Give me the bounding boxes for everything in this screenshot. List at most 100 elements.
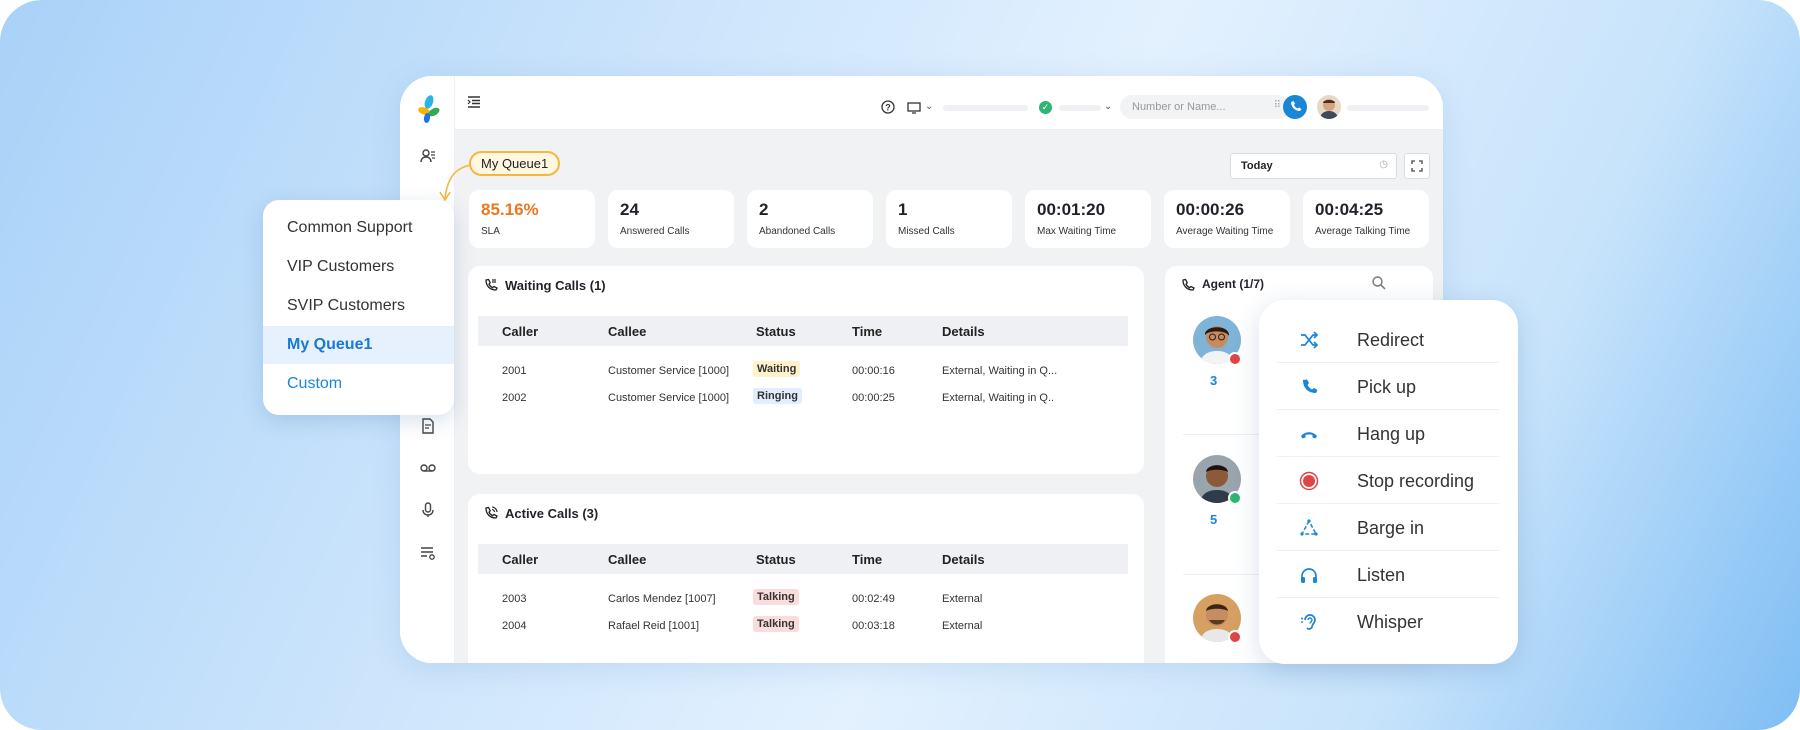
shuffle-icon: [1299, 330, 1319, 350]
stop-recording-action[interactable]: Stop recording: [1277, 457, 1499, 504]
agent-card[interactable]: [1186, 589, 1248, 649]
contacts-icon[interactable]: [419, 148, 437, 166]
dial-search-input[interactable]: Number or Name... ⠿: [1120, 95, 1290, 119]
record-icon: [1299, 471, 1319, 491]
ear-icon: [1299, 612, 1319, 632]
queue-option[interactable]: Common Support: [287, 219, 413, 236]
table-row[interactable]: 2002 Customer Service [1000] Ringing 00:…: [478, 388, 1128, 410]
agent-avatar: [1193, 316, 1241, 364]
table-row[interactable]: 2003 Carlos Mendez [1007] Talking 00:02:…: [478, 589, 1128, 611]
barge-in-icon: [1299, 518, 1319, 538]
queue-option[interactable]: VIP Customers: [287, 258, 395, 275]
call-button[interactable]: [1283, 95, 1307, 119]
barge-in-action[interactable]: Barge in: [1277, 504, 1499, 551]
active-calls-title: Active Calls (3): [505, 506, 599, 521]
waiting-phone-icon: [484, 278, 498, 295]
stat-value: 24: [620, 200, 639, 219]
stat-label: Abandoned Calls: [759, 226, 836, 237]
action-label: Stop recording: [1357, 471, 1475, 491]
active-phone-icon: [484, 506, 498, 525]
queue-option-selected[interactable]: My Queue1: [263, 326, 454, 364]
report-icon[interactable]: [419, 418, 437, 436]
status-badge: Talking: [753, 616, 799, 632]
stat-card-avg-talking: 00:04:25 Average Talking Time: [1303, 190, 1429, 248]
voicemail-icon[interactable]: [419, 460, 437, 478]
table-row[interactable]: 2004 Rafael Reid [1001] Talking 00:03:18…: [478, 616, 1128, 638]
settings-list-icon[interactable]: [419, 546, 437, 564]
dialpad-icon[interactable]: ⠿: [1273, 100, 1281, 111]
col-details: Details: [942, 552, 985, 567]
stat-card-max-waiting: 00:01:20 Max Waiting Time: [1025, 190, 1151, 248]
action-label: Listen: [1357, 565, 1406, 585]
agent-icon: [1181, 278, 1195, 297]
active-table-header: Caller Callee Status Time Details: [478, 544, 1128, 574]
stat-card-abandoned: 2 Abandoned Calls: [747, 190, 873, 248]
chevron-down-icon[interactable]: ⌄: [925, 101, 934, 112]
agent-card[interactable]: 5: [1186, 450, 1248, 530]
col-time: Time: [852, 324, 883, 339]
time-cell: 00:00:25: [852, 392, 895, 404]
waiting-calls-panel: Waiting Calls (1) Caller Callee Status T…: [468, 266, 1144, 474]
queue-option[interactable]: SVIP Customers: [287, 297, 405, 314]
caller-cell: 2004: [502, 620, 527, 632]
stat-value: 00:00:26: [1176, 200, 1245, 219]
hang-up-action[interactable]: Hang up: [1277, 410, 1499, 457]
redirect-action[interactable]: Redirect: [1277, 316, 1499, 363]
agent-count: 5: [1210, 512, 1218, 527]
stat-label: Max Waiting Time: [1037, 226, 1117, 237]
app-logo: [418, 95, 440, 123]
col-status: Status: [756, 324, 796, 339]
caller-cell: 2003: [502, 593, 527, 605]
stat-value: 85.16%: [481, 200, 539, 219]
action-label: Pick up: [1357, 377, 1417, 397]
agent-card[interactable]: 3: [1186, 311, 1248, 391]
date-filter-value: Today: [1241, 160, 1273, 172]
user-name-bar: [1347, 105, 1429, 111]
date-filter-select[interactable]: Today ◷: [1230, 153, 1397, 179]
action-label: Redirect: [1357, 330, 1425, 350]
waiting-calls-title: Waiting Calls (1): [505, 278, 606, 293]
table-row[interactable]: 2001 Customer Service [1000] Waiting 00:…: [478, 361, 1128, 383]
stat-label: Answered Calls: [620, 226, 690, 237]
listen-action[interactable]: Listen: [1277, 551, 1499, 598]
col-caller: Caller: [502, 552, 539, 567]
expand-icon: [1411, 160, 1423, 172]
stat-label: Average Talking Time: [1315, 226, 1411, 237]
search-placeholder: Number or Name...: [1132, 101, 1226, 113]
stat-label: SLA: [481, 226, 500, 237]
whisper-action[interactable]: Whisper: [1277, 598, 1499, 645]
agent-search-icon[interactable]: [1371, 275, 1387, 296]
agent-status-dot: [1228, 630, 1242, 644]
col-callee: Callee: [608, 324, 647, 339]
queue-tag[interactable]: My Queue1: [469, 151, 561, 176]
col-caller: Caller: [502, 324, 539, 339]
active-calls-panel: Active Calls (3) Caller Callee Status Ti…: [468, 494, 1144, 663]
details-cell: External, Waiting in Q..: [942, 392, 1055, 404]
waiting-table-header: Caller Callee Status Time Details: [478, 316, 1128, 346]
callee-cell: Carlos Mendez [1007]: [608, 593, 716, 605]
menu-collapse-icon[interactable]: [467, 95, 481, 113]
user-avatar[interactable]: [1317, 95, 1341, 119]
monitor-icon[interactable]: [907, 101, 921, 119]
pick-up-action[interactable]: Pick up: [1277, 363, 1499, 410]
stat-card-answered: 24 Answered Calls: [608, 190, 734, 248]
status-badge: Ringing: [753, 388, 802, 404]
callee-cell: Customer Service [1000]: [608, 392, 730, 404]
queue-option-custom[interactable]: Custom: [287, 375, 343, 392]
status-badge: Talking: [753, 589, 799, 605]
microphone-icon[interactable]: [419, 502, 437, 520]
callee-cell: Customer Service [1000]: [608, 365, 730, 377]
clock-icon: ◷: [1379, 159, 1388, 170]
device-status-bar: [943, 105, 1028, 111]
presence-chevron-icon[interactable]: ⌄: [1104, 101, 1113, 112]
time-cell: 00:02:49: [852, 593, 895, 605]
stat-value: 00:04:25: [1315, 200, 1384, 219]
help-icon[interactable]: ?: [881, 100, 895, 119]
stat-value: 1: [898, 200, 908, 219]
top-bar: ? ⌄ ✓ ⌄ Number or Name... ⠿: [455, 76, 1443, 130]
fullscreen-button[interactable]: [1404, 153, 1430, 179]
details-cell: External, Waiting in Q...: [942, 365, 1058, 377]
stat-card-sla: 85.16% SLA: [469, 190, 595, 248]
time-cell: 00:00:16: [852, 365, 895, 377]
caller-cell: 2001: [502, 365, 527, 377]
